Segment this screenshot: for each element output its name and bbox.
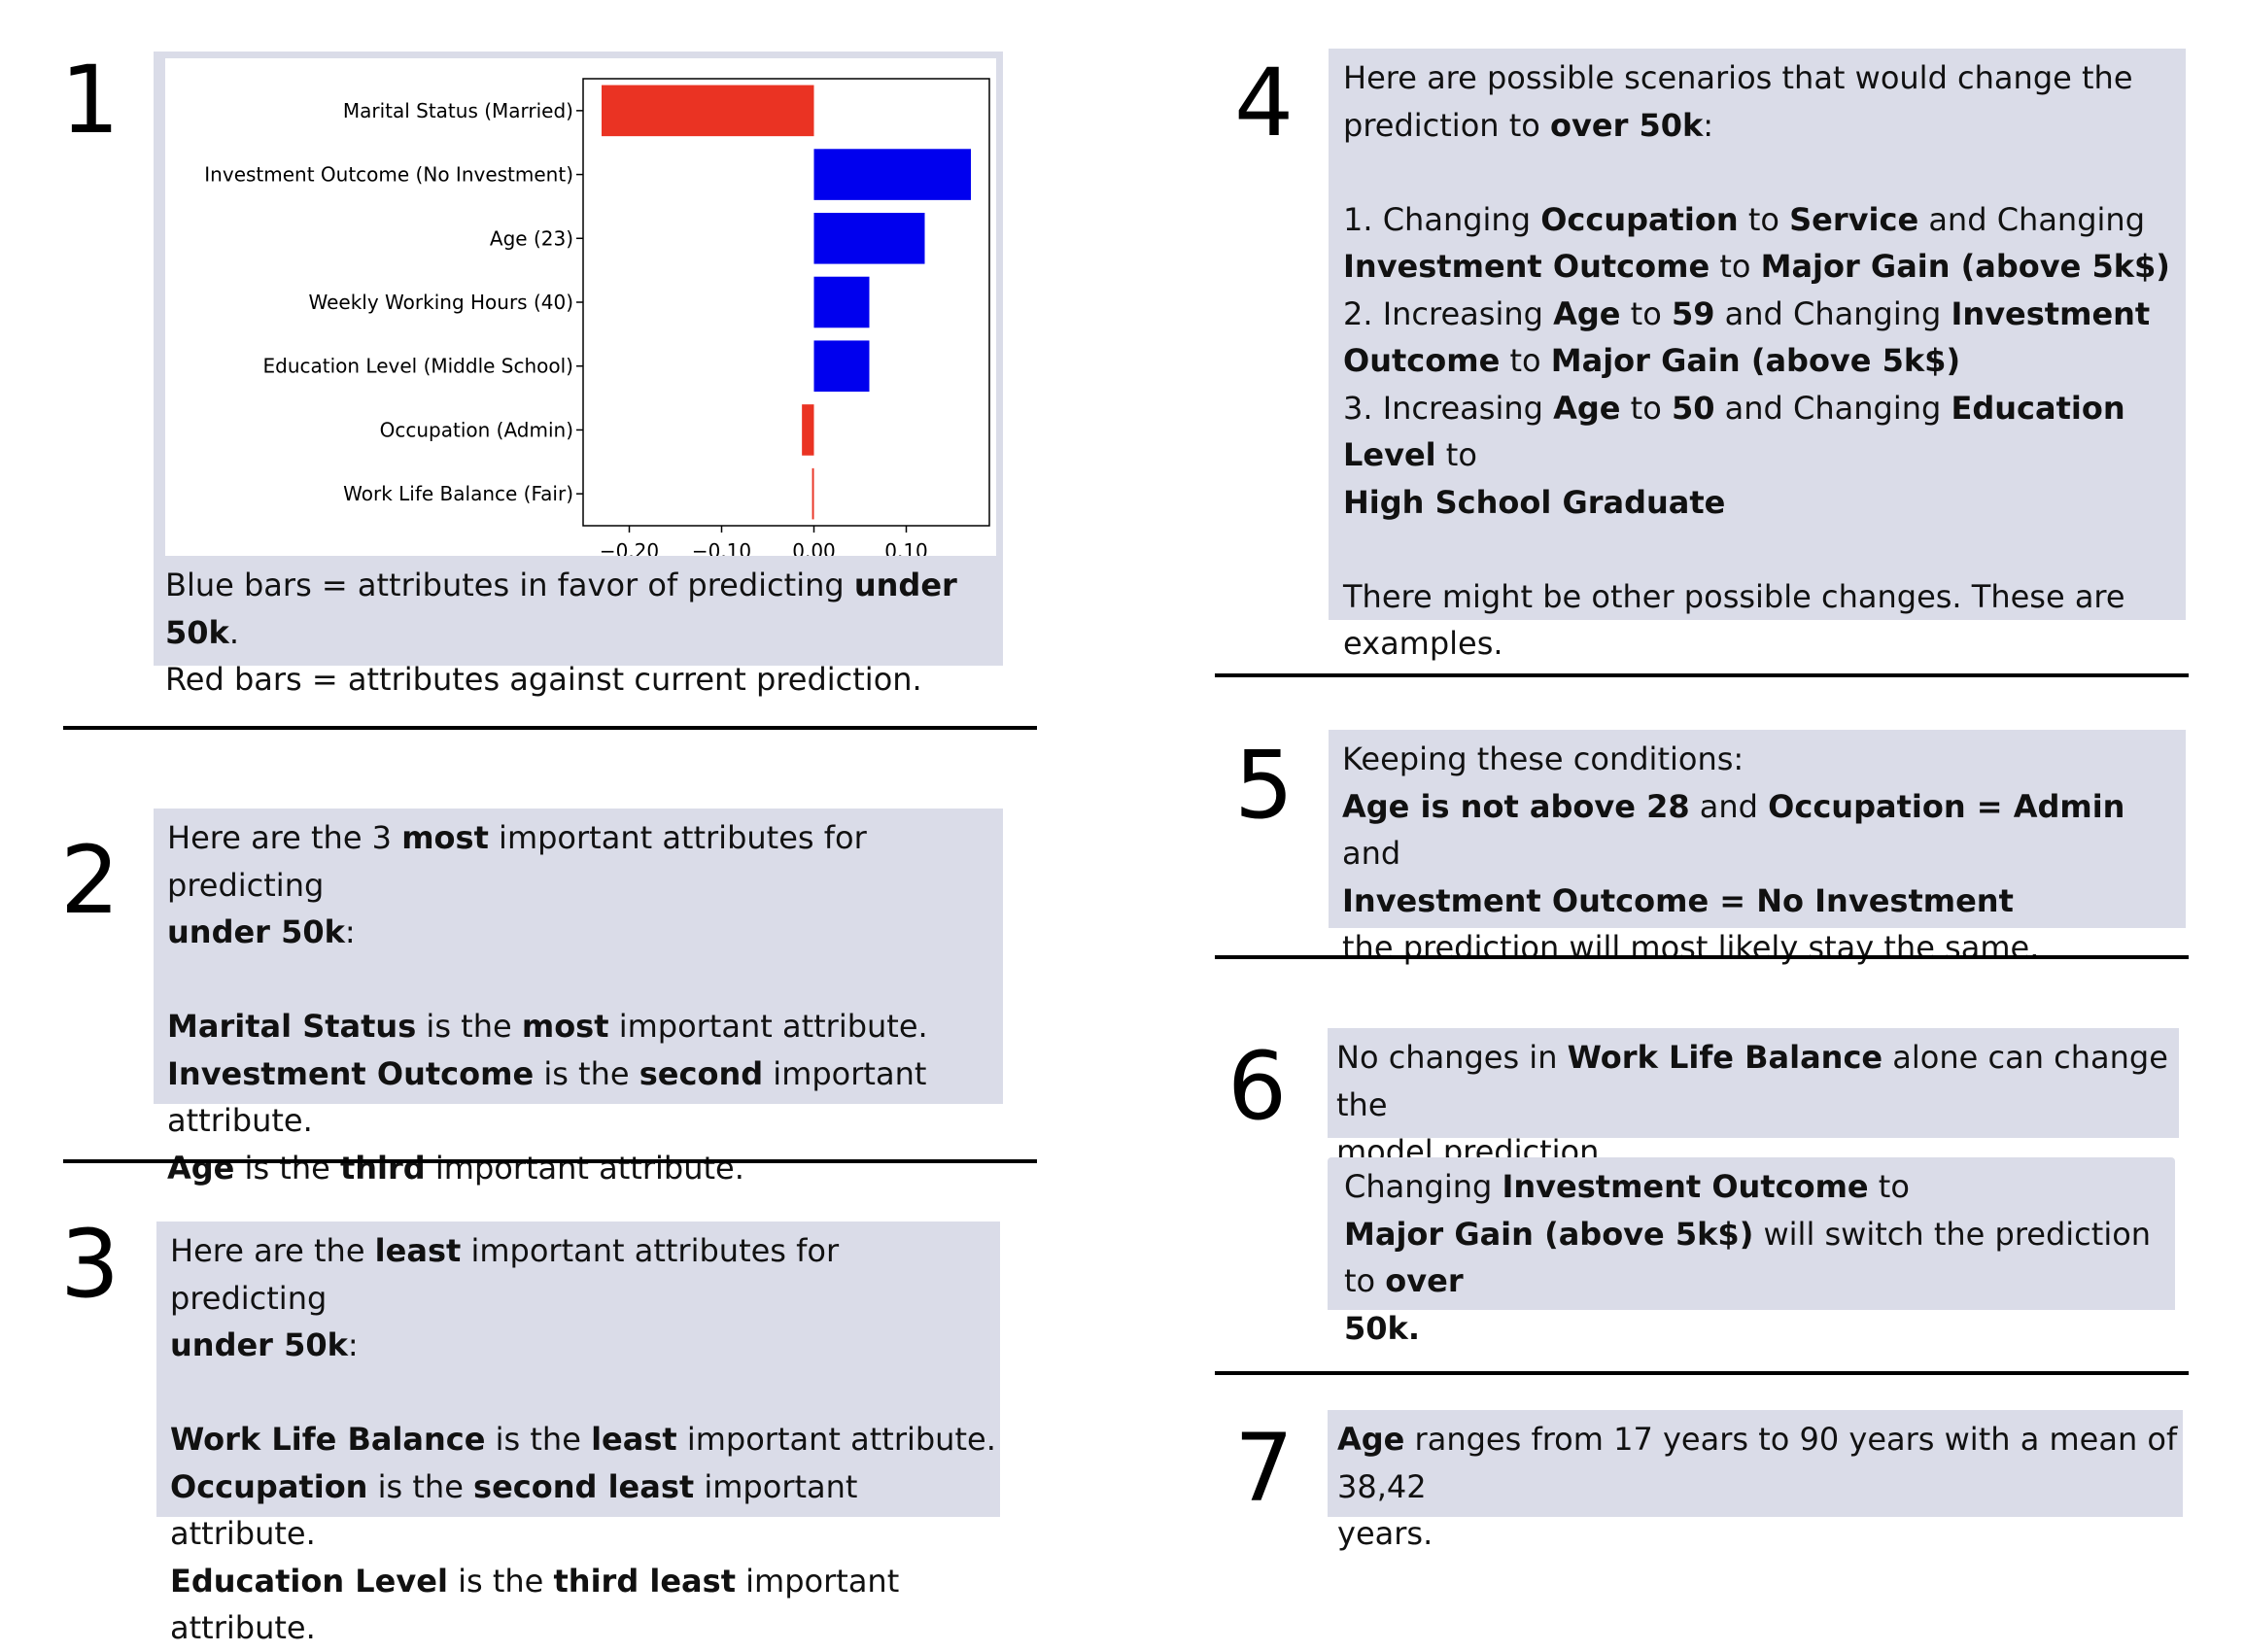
y-tick-label: Marital Status (Married) [343, 99, 573, 122]
divider [63, 1159, 1037, 1163]
text-line: Investment Outcome = No Investment [1342, 881, 2014, 919]
text-line: Education Level is the third least impor… [170, 1562, 900, 1647]
bar [813, 340, 870, 392]
panel-1: Marital Status (Married) Investment Outco… [154, 52, 1003, 698]
y-tick-label: Weekly Working Hours (40) [309, 291, 573, 314]
text-line: years. [1337, 1515, 1433, 1552]
y-tick-label: Age (23) [490, 226, 573, 250]
section-number-5: 5 [1234, 731, 1295, 840]
text-line: under 50k: [170, 1326, 359, 1363]
text-line: under 50k: [167, 913, 356, 950]
y-tick-label: Education Level (Middle School) [262, 355, 573, 378]
bar [802, 404, 814, 456]
divider [1215, 673, 2189, 677]
feature-importance-chart: Marital Status (Married) Investment Outco… [204, 78, 990, 563]
text-line: No changes in Work Life Balance alone ca… [1336, 1039, 2168, 1123]
chart-area: Marital Status (Married) Investment Outco… [165, 58, 996, 563]
text-line: Here are the 3 most important attributes… [167, 819, 867, 904]
text-line: There might be other possible changes. T… [1343, 577, 2125, 615]
text-line: Changing Investment Outcome to [1344, 1168, 1910, 1205]
text-line: Here are the least important attributes … [170, 1232, 840, 1317]
panel-4: Here are possible scenarios that would c… [1329, 49, 2186, 662]
section-number-7: 7 [1234, 1414, 1295, 1523]
text-line: High School Graduate [1343, 483, 1726, 521]
text-line: 1. Changing Occupation to Service and Ch… [1343, 200, 2145, 238]
bar [602, 85, 814, 137]
text-line: Age ranges from 17 years to 90 years wit… [1337, 1421, 2178, 1505]
text-line: Work Life Balance is the least important… [170, 1421, 996, 1458]
section-number-6: 6 [1227, 1032, 1288, 1141]
bar [813, 149, 971, 200]
legend-text: Blue bars = attributes in favor of predi… [165, 562, 1003, 704]
panel-2: Here are the 3 most important attributes… [154, 809, 1003, 1187]
plot-frame [582, 78, 990, 527]
x-tick-label: −0.10 [692, 539, 751, 556]
text-line: Investment Outcome is the second importa… [167, 1054, 927, 1140]
text-line: Age is the third important attribute. [167, 1149, 744, 1187]
text-line: prediction to over 50k: [1343, 106, 1714, 144]
divider [63, 726, 1037, 730]
section-number-3: 3 [60, 1210, 121, 1319]
panel-3: Here are the least important attributes … [156, 1222, 1000, 1646]
section-number-4: 4 [1234, 49, 1295, 157]
text-line: 3. Increasing Age to 50 and Changing Edu… [1343, 389, 2125, 474]
text-line: the prediction will most likely stay the… [1342, 929, 2040, 966]
text-line: Marital Status is the most important att… [167, 1008, 928, 1045]
divider [1215, 955, 2189, 959]
bar [813, 213, 925, 264]
x-tick-label: 0.00 [792, 539, 836, 556]
text-line: Here are possible scenarios that would c… [1343, 59, 2133, 96]
x-tick-label: −0.20 [600, 539, 659, 556]
y-tick-label: Occupation (Admin) [380, 418, 573, 441]
text-line: Major Gain (above 5k$) will switch the p… [1344, 1215, 2152, 1300]
legend-line-blue: Blue bars = attributes in favor of predi… [165, 567, 957, 651]
panel-7: Age ranges from 17 years to 90 years wit… [1328, 1410, 2183, 1552]
text-line: Occupation is the second least important… [170, 1467, 858, 1553]
section-number-2: 2 [60, 826, 121, 935]
text-line: Investment Outcome to Major Gain (above … [1343, 248, 2170, 285]
panel-5: Keeping these conditions: Age is not abo… [1329, 730, 2186, 966]
legend-line-red: Red bars = attributes against current pr… [165, 661, 922, 698]
divider [1215, 1371, 2189, 1375]
section-number-1: 1 [60, 46, 121, 155]
text-line: 2. Increasing Age to 59 and Changing Inv… [1343, 294, 2151, 332]
x-tick-label: 0.10 [884, 539, 928, 556]
text-line: Outcome to Major Gain (above 5k$) [1343, 342, 1961, 379]
text-line: 50k. [1344, 1309, 1420, 1347]
text-line: examples. [1343, 625, 1503, 662]
y-tick-label: Investment Outcome (No Investment) [204, 163, 573, 187]
panel-6a: No changes in Work Life Balance alone ca… [1328, 1028, 2179, 1170]
text-line: Keeping these conditions: [1342, 740, 1744, 777]
bar [813, 276, 870, 328]
bar [812, 467, 814, 520]
y-tick-label: Work Life Balance (Fair) [343, 482, 573, 505]
panel-6b: Changing Investment Outcome to Major Gai… [1328, 1157, 2175, 1347]
text-line: Age is not above 28 and Occupation = Adm… [1342, 787, 2125, 873]
